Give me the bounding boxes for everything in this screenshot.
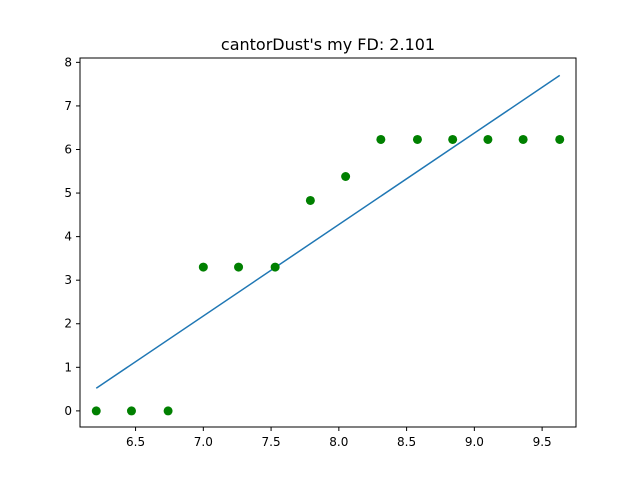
y-axis: 0 1 2 3 4 5 6 7 8 <box>64 55 80 418</box>
plot-area <box>91 74 565 416</box>
axes-frame <box>79 57 577 428</box>
y-tick-label: 2 <box>64 317 72 331</box>
y-tick-label: 6 <box>64 142 72 156</box>
x-tick-label: 7.5 <box>262 435 281 449</box>
data-point <box>448 134 458 144</box>
data-point <box>305 195 315 205</box>
data-point <box>126 406 136 416</box>
y-tick-label: 3 <box>64 273 72 287</box>
y-tick-label: 8 <box>64 55 72 69</box>
x-tick-label: 8.0 <box>329 435 348 449</box>
data-point <box>341 171 351 181</box>
y-tick-label: 7 <box>64 99 72 113</box>
data-point <box>198 262 208 272</box>
y-tick-label: 5 <box>64 186 72 200</box>
x-tick-label: 7.0 <box>194 435 213 449</box>
data-point <box>270 262 280 272</box>
fit-line <box>95 74 561 389</box>
chart-title: cantorDust's my FD: 2.101 <box>221 35 435 54</box>
data-point <box>483 134 493 144</box>
x-tick-label: 9.5 <box>533 435 552 449</box>
data-point <box>555 134 565 144</box>
data-point <box>163 406 173 416</box>
data-point <box>91 406 101 416</box>
data-point <box>412 134 422 144</box>
y-tick-label: 0 <box>64 404 72 418</box>
x-tick-label: 8.5 <box>397 435 416 449</box>
data-point <box>234 262 244 272</box>
y-tick-label: 4 <box>64 230 72 244</box>
y-tick-label: 1 <box>64 360 72 374</box>
x-tick-label: 6.5 <box>126 435 145 449</box>
data-point <box>518 134 528 144</box>
x-axis: 6.5 7.0 7.5 8.0 8.5 9.0 9.5 <box>126 427 552 449</box>
data-point <box>376 134 386 144</box>
x-tick-label: 9.0 <box>465 435 484 449</box>
